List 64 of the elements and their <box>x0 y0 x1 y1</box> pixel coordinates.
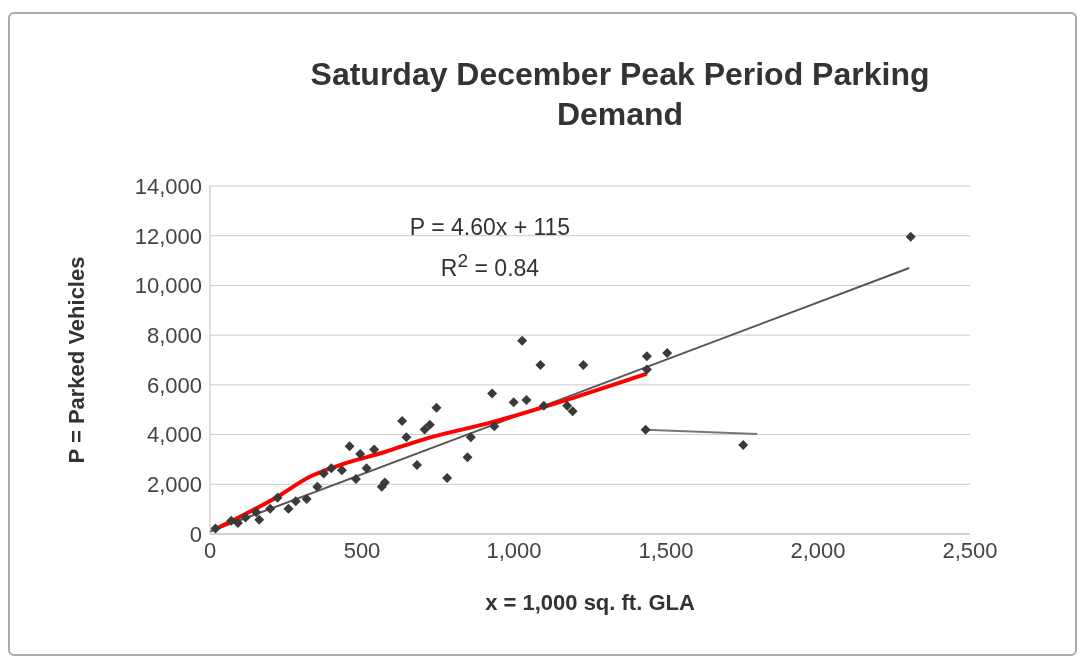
point <box>640 424 651 435</box>
point <box>318 468 329 479</box>
point <box>641 364 652 375</box>
point <box>254 514 265 525</box>
annotation: R$^{2}$ = 0.84 <box>439 250 541 282</box>
point <box>355 448 366 459</box>
y-tick-label: 6,000 <box>146 372 202 398</box>
point <box>465 432 476 443</box>
point <box>641 351 652 362</box>
point <box>232 518 243 529</box>
point <box>738 440 749 451</box>
point <box>517 335 528 346</box>
point <box>401 432 412 443</box>
point <box>312 481 323 492</box>
y-tick-label: 14,000 <box>134 173 202 199</box>
point <box>397 415 408 426</box>
point <box>508 397 519 408</box>
point <box>350 474 361 485</box>
point <box>272 492 283 503</box>
point <box>431 402 442 413</box>
point <box>538 400 549 411</box>
point <box>210 523 221 534</box>
point <box>301 493 312 504</box>
point <box>379 477 390 488</box>
chart-title: Saturday December Peak Period Parking Demand <box>309 55 931 134</box>
y-tick-label: 2,000 <box>146 472 202 498</box>
x-tick-label: 2,000 <box>790 537 846 563</box>
point <box>442 473 453 484</box>
point <box>487 388 498 399</box>
point <box>251 507 262 518</box>
point <box>369 444 380 455</box>
y-tick-label: 4,000 <box>146 422 202 448</box>
y-tick-label: 0 <box>189 521 202 547</box>
point <box>265 503 276 514</box>
y-axis-title: P = Parked Vehicles <box>63 256 89 464</box>
point <box>344 441 355 452</box>
point <box>283 503 294 514</box>
point <box>336 465 347 476</box>
point <box>578 359 589 370</box>
point <box>326 463 337 474</box>
x-tick-label: 2,500 <box>942 537 998 563</box>
point <box>905 231 916 242</box>
annotation: P = 4.60x + 115 <box>408 214 572 241</box>
point <box>226 515 237 526</box>
point <box>240 512 251 523</box>
y-tick-label: 10,000 <box>134 273 202 299</box>
point <box>562 400 573 411</box>
point <box>489 421 500 432</box>
point <box>567 406 578 417</box>
y-tick-label: 8,000 <box>146 322 202 348</box>
x-tick-label: 500 <box>343 537 381 563</box>
point <box>521 395 532 406</box>
point <box>662 348 673 359</box>
point <box>290 496 301 507</box>
point <box>361 463 372 474</box>
point <box>462 452 473 463</box>
x-axis-title: x = 1,000 sq. ft. GLA <box>485 590 695 615</box>
x-tick-label: 1,500 <box>638 537 694 563</box>
point <box>535 359 546 370</box>
point <box>424 419 435 430</box>
x-tick-label: 1,000 <box>486 537 542 563</box>
y-tick-label: 12,000 <box>134 223 202 249</box>
point <box>412 459 423 470</box>
point <box>419 424 430 435</box>
